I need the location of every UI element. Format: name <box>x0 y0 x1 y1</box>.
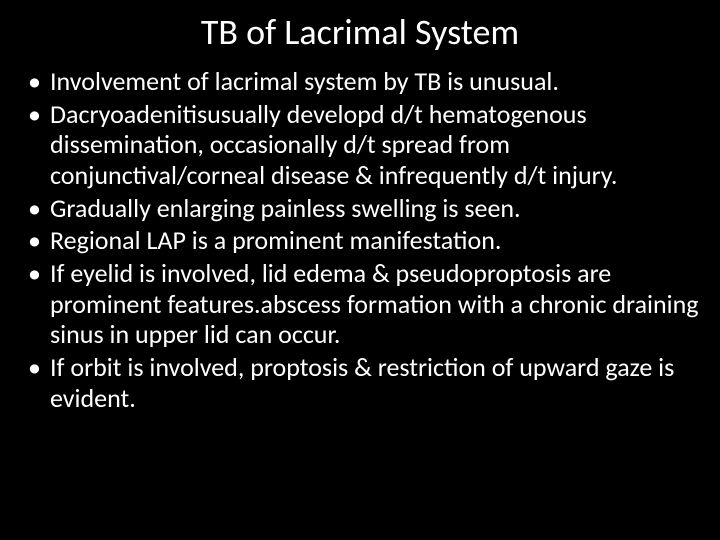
list-item: Dacryoadenitisusually developd d/t hemat… <box>28 99 700 191</box>
list-item: Regional LAP is a prominent manifestatio… <box>28 225 700 256</box>
list-item: If eyelid is involved, lid edema & pseud… <box>28 258 700 350</box>
list-item: Involvement of lacrimal system by TB is … <box>28 66 700 97</box>
bullet-list: Involvement of lacrimal system by TB is … <box>20 66 700 413</box>
list-item: If orbit is involved, proptosis & restri… <box>28 352 700 413</box>
list-item: Gradually enlarging painless swelling is… <box>28 193 700 224</box>
slide-title: TB of Lacrimal System <box>20 10 700 54</box>
slide-container: TB of Lacrimal System Involvement of lac… <box>0 0 720 540</box>
